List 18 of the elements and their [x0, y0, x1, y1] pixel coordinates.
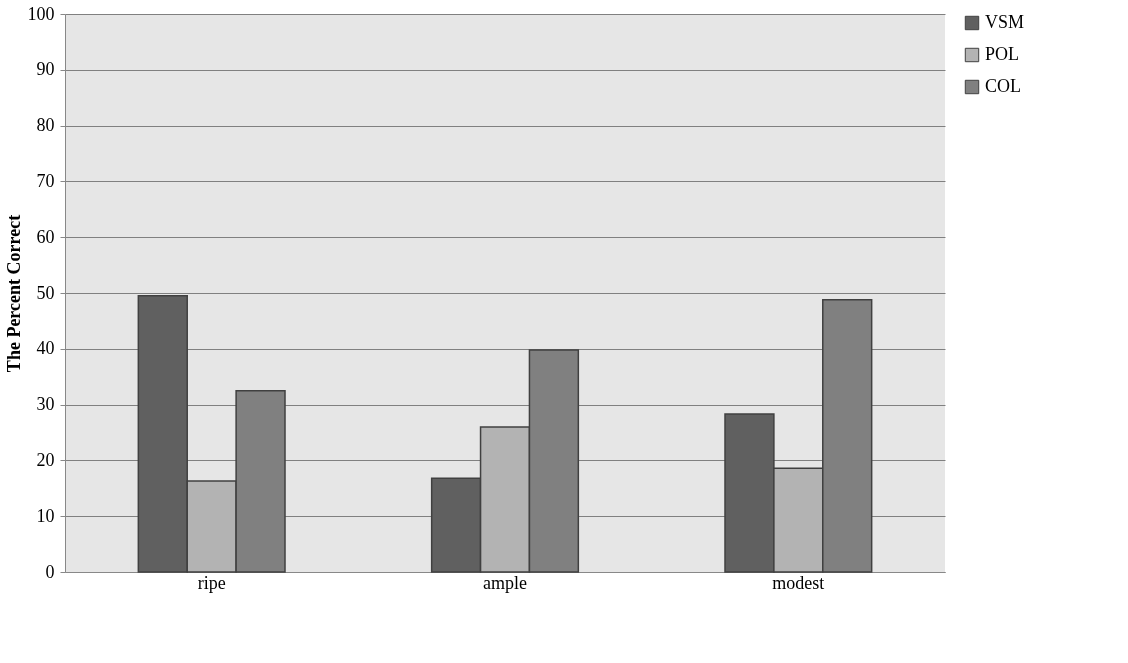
- y-tick-label: 90: [36, 59, 55, 80]
- y-axis-title: The Percent Correct: [3, 214, 24, 373]
- y-tick-label: 60: [36, 226, 55, 247]
- y-tick-label: 30: [36, 394, 55, 415]
- y-tick-label: 40: [36, 338, 55, 359]
- y-tick-label: 70: [36, 170, 55, 191]
- legend-label: POL: [985, 44, 1020, 64]
- y-tick-label: 20: [36, 449, 55, 470]
- y-tick-label: 80: [36, 115, 55, 136]
- x-tick-label: ripe: [197, 572, 226, 593]
- y-tick-label: 10: [36, 505, 55, 526]
- x-tick-label: modest: [772, 572, 825, 593]
- y-tick-label: 100: [27, 3, 55, 24]
- legend-label: COL: [985, 76, 1021, 96]
- y-tick-label: 50: [36, 282, 55, 303]
- x-tick-label: ample: [483, 572, 527, 593]
- y-tick-label: 0: [45, 561, 55, 582]
- legend-label: VSM: [985, 12, 1025, 32]
